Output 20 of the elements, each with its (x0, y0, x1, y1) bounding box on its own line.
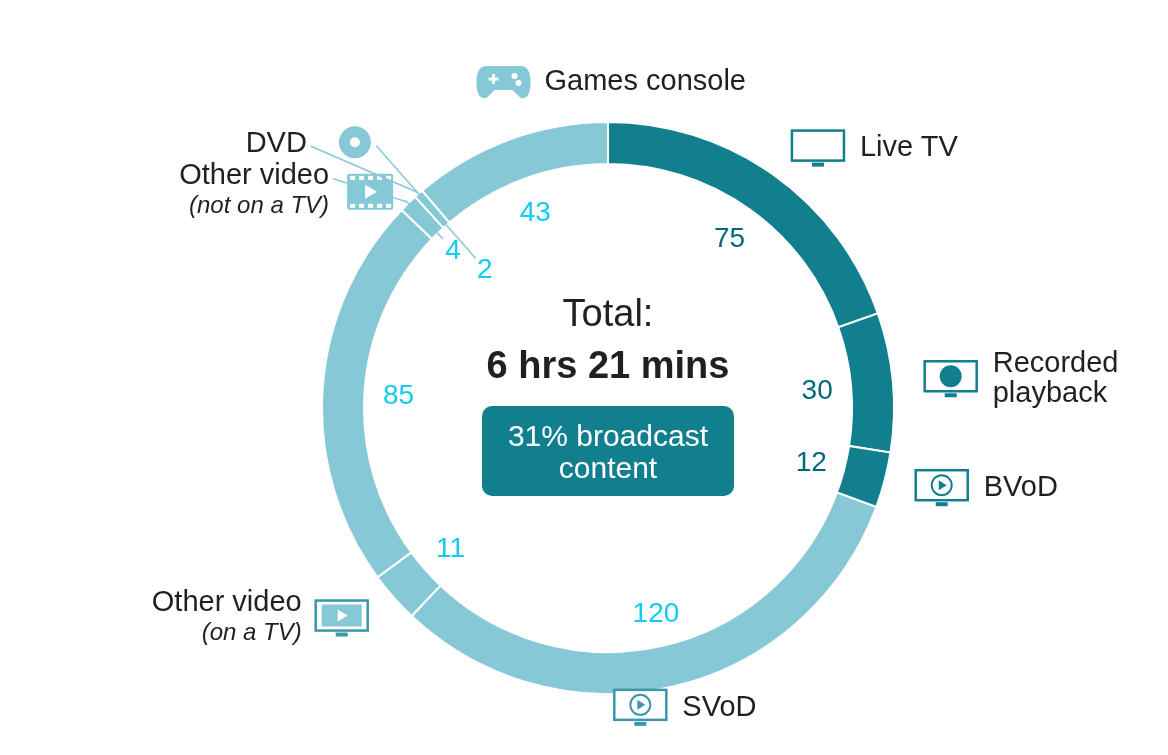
legend-label: Games console (544, 63, 746, 96)
data-label: 2 (477, 253, 493, 285)
data-label: 12 (795, 445, 827, 477)
legend-label: Live TV (859, 130, 959, 163)
text: 31% broadcast content (507, 419, 709, 484)
text: 6 hrs 21 mins (486, 344, 730, 386)
data-label: 85 (382, 378, 415, 410)
data-label: 120 (632, 597, 680, 629)
legend-label: BVoD (983, 469, 1058, 502)
data-label: 4 (445, 233, 461, 265)
data-label: 30 (801, 373, 833, 405)
data-label: 75 (713, 221, 746, 253)
legend-label: Recorded playback (992, 345, 1119, 408)
slice-label: Other video (on a TV) (151, 585, 302, 645)
slice-label: Other video (not on a TV) (179, 158, 330, 219)
data-label: 11 (436, 531, 466, 563)
data-label: 43 (519, 195, 551, 227)
slice-label: SVoD (682, 689, 757, 722)
text: Total: (562, 292, 654, 334)
slice-label: DVD (245, 125, 307, 158)
